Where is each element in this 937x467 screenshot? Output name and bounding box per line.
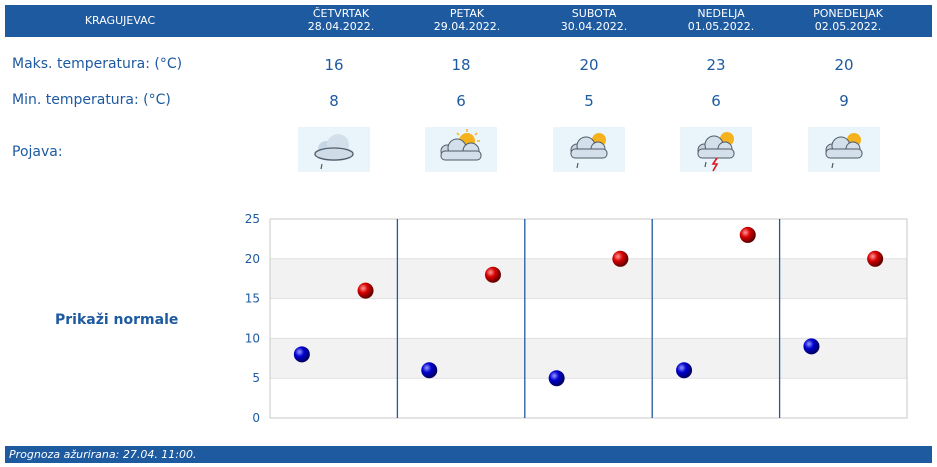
forecast-header: KRAGUJEVAC ČETVRTAK 28.04.2022. PETAK 29… (5, 5, 932, 37)
day-header-1: ČETVRTAK 28.04.2022. (277, 7, 405, 33)
day-header-4: NEDELJA 01.05.2022. (657, 7, 785, 33)
min-temp-value: 6 (456, 92, 466, 110)
min-temp-value: 9 (839, 92, 849, 110)
forecast-updated-footer: Prognoza ažurirana: 27.04. 11:00. (5, 446, 932, 463)
max-temp-value: 18 (451, 56, 471, 74)
day-header-5: PONEDELJAK 02.05.2022. (784, 7, 912, 33)
day-name: ČETVRTAK (312, 7, 370, 20)
thunderstorm-sun-icon (680, 127, 752, 172)
min-temp-point (803, 338, 820, 355)
day-date: 01.05.2022. (687, 20, 755, 33)
max-temp-point (739, 226, 756, 243)
day-name: SUBOTA (571, 7, 617, 20)
temperature-chart: 0 5 10 15 20 25 (245, 212, 908, 425)
day-name: NEDELJA (697, 7, 745, 20)
max-temp-value: 16 (324, 56, 344, 74)
plot-frame (269, 218, 908, 419)
cloud-drizzle-icon (298, 127, 370, 172)
sun-behind-cloud-icon (425, 127, 497, 172)
day-date: 30.04.2022. (560, 20, 628, 33)
show-normals-link[interactable]: Prikaži normale (55, 312, 179, 328)
day-name: PONEDELJAK (813, 7, 883, 20)
y-tick-label: 5 (252, 371, 260, 385)
max-temp-label: Maks. temperatura: (°C) (12, 56, 183, 72)
max-temp-point (357, 282, 374, 299)
grid-band (270, 338, 907, 379)
day-name: PETAK (449, 7, 485, 20)
y-tick-label: 20 (245, 252, 260, 266)
min-temp-value: 5 (584, 92, 594, 110)
y-tick-label: 0 (252, 411, 260, 425)
city-name: KRAGUJEVAC (84, 14, 156, 27)
y-tick-label: 10 (245, 331, 260, 345)
min-temp-value: 6 (711, 92, 721, 110)
phenomenon-label: Pojava: (12, 144, 63, 160)
day-header-3: SUBOTA 30.04.2022. (530, 7, 658, 33)
max-temp-value: 23 (706, 56, 726, 74)
partly-cloudy-drizzle-icon (808, 127, 880, 172)
min-temp-point (676, 362, 693, 379)
day-date: 02.05.2022. (814, 20, 882, 33)
day-date: 28.04.2022. (307, 20, 375, 33)
partly-cloudy-drizzle-icon (553, 127, 625, 172)
max-temp-point (484, 266, 501, 283)
min-temp-point (293, 346, 310, 363)
max-temp-value: 20 (834, 56, 854, 74)
day-date: 29.04.2022. (433, 20, 501, 33)
max-temp-point (867, 250, 884, 267)
min-temp-label: Min. temperatura: (°C) (12, 92, 171, 108)
min-temp-point (548, 370, 565, 387)
y-tick-label: 15 (245, 292, 260, 306)
max-temp-value: 20 (579, 56, 599, 74)
min-temp-point (421, 362, 438, 379)
min-temp-value: 8 (329, 92, 339, 110)
y-tick-label: 25 (245, 212, 260, 226)
grid-band (270, 258, 907, 299)
day-header-2: PETAK 29.04.2022. (403, 7, 531, 33)
max-temp-point (612, 250, 629, 267)
